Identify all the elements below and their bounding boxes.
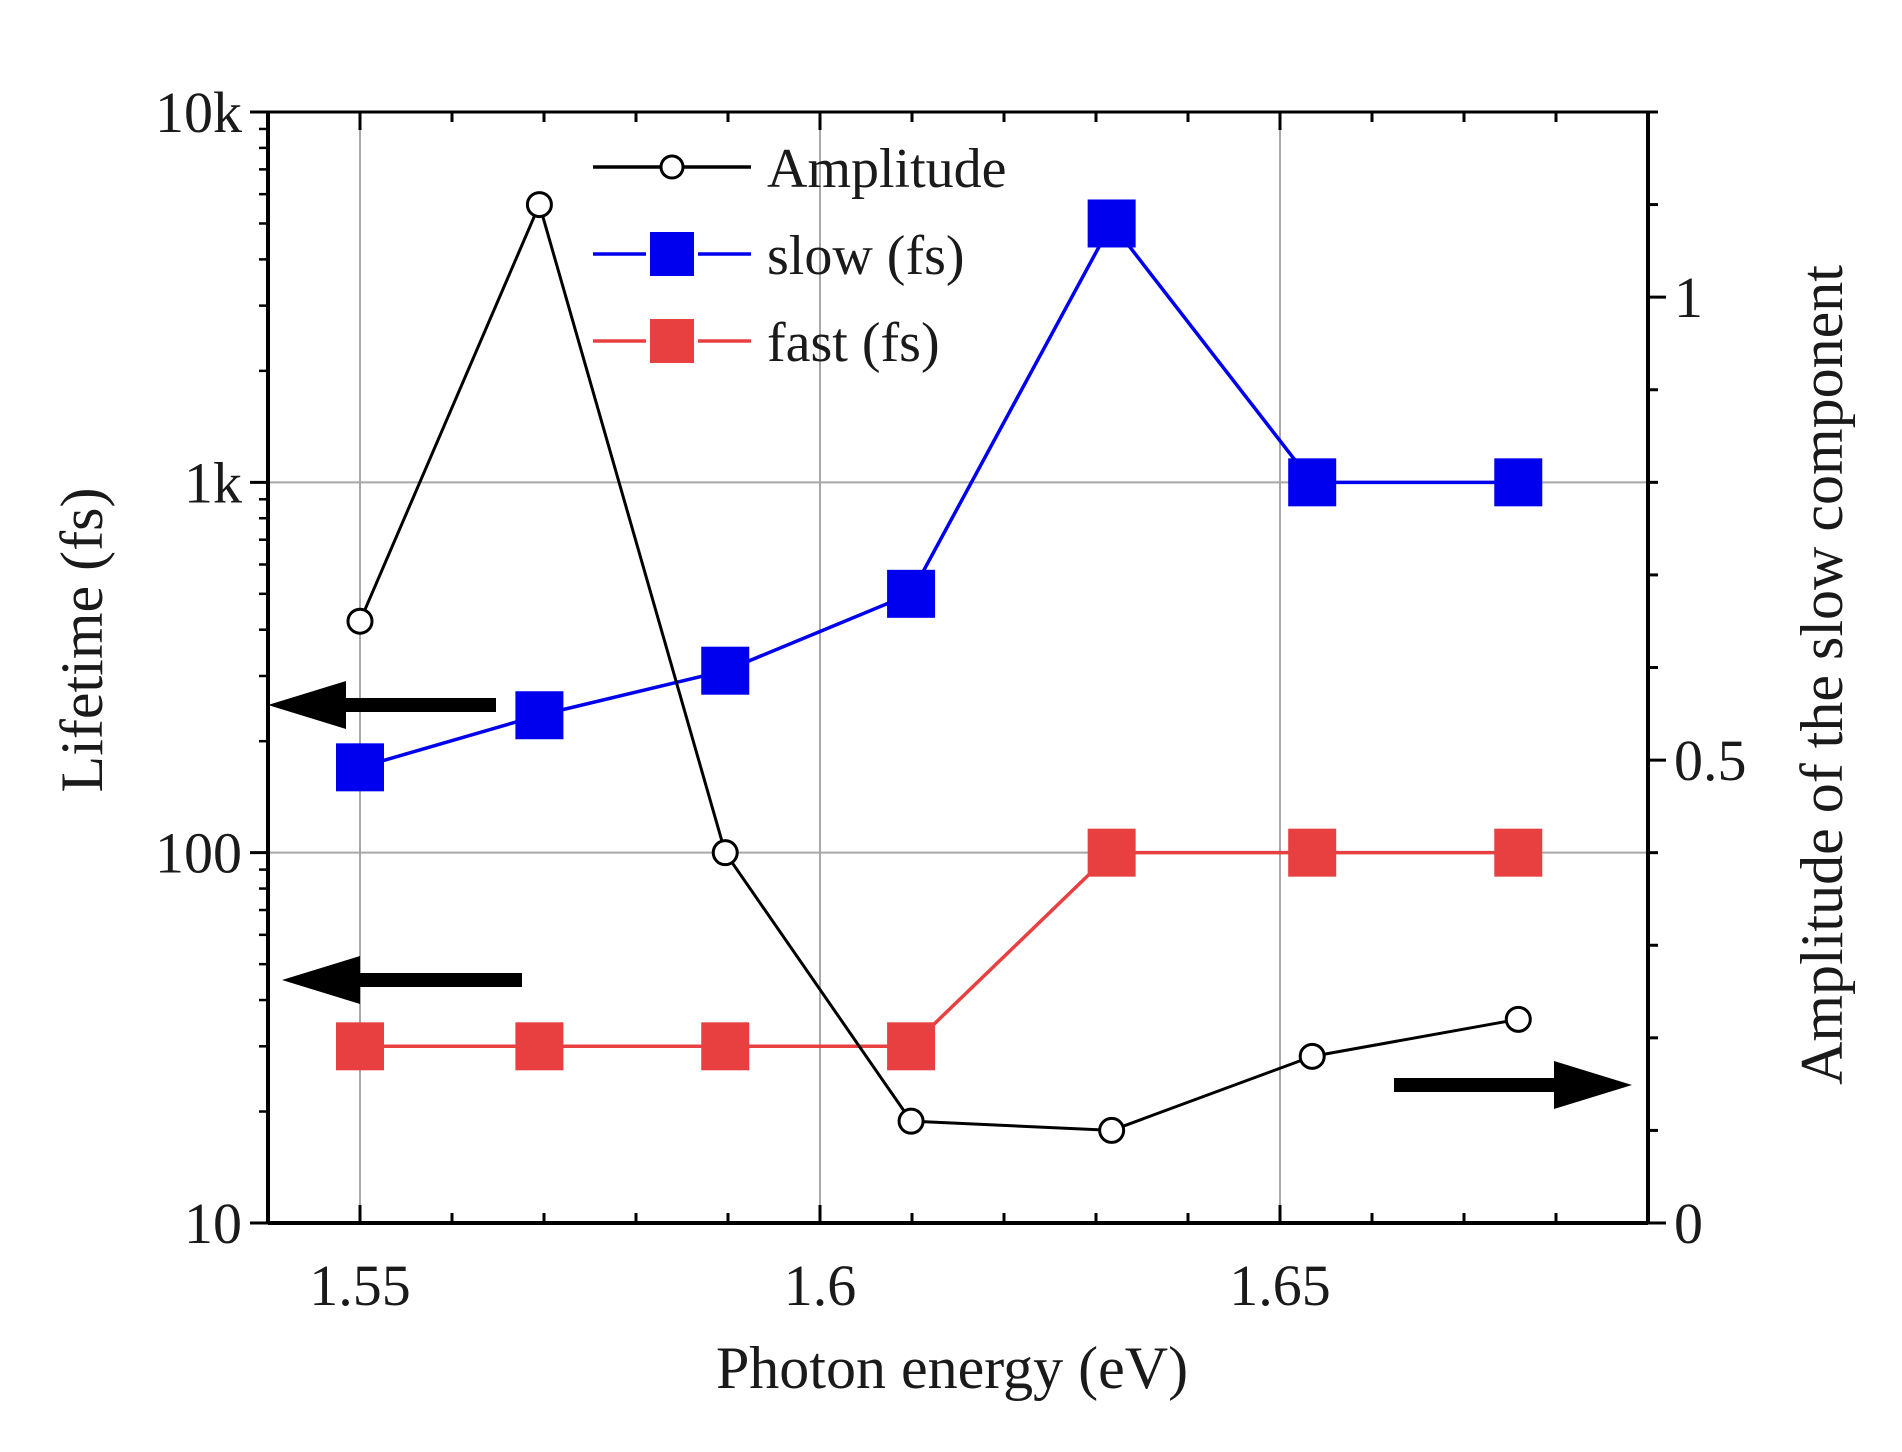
arrow-shaft — [344, 698, 496, 712]
legend-label: slow (fs) — [767, 225, 965, 287]
axes: 1.55 1.6 1.65 10 100 1k 10k 0 0.5 1 — [155, 80, 1747, 1318]
legend-marker — [659, 154, 685, 180]
data-point-fast-fs — [887, 1022, 936, 1071]
y-right-tick-label: 0 — [1674, 1191, 1703, 1256]
arrow-slow-to-left-axis — [268, 681, 496, 729]
arrow-shaft — [1394, 1078, 1556, 1092]
annotations — [268, 681, 1632, 1109]
data-point-slow-fs — [336, 743, 384, 792]
data-point-fast-fs — [515, 1022, 564, 1071]
data-point-slow-fs — [1087, 199, 1136, 248]
y-left-tick-label: 1k — [184, 450, 242, 515]
data-point-slow-fs — [515, 691, 564, 740]
x-tick-label: 1.6 — [784, 1253, 857, 1318]
x-axis-title: Photon energy (eV) — [716, 1335, 1188, 1401]
x-tick-label: 1.65 — [1229, 1253, 1331, 1318]
data-point-amplitude — [346, 607, 374, 635]
data-point-amplitude — [1298, 1042, 1326, 1070]
series-amplitude — [346, 191, 1532, 1144]
legend: Amplitude slow (fs) fast (fs) — [593, 138, 1007, 374]
legend-marker — [646, 228, 698, 280]
arrow-head — [282, 956, 360, 1004]
legend-item-fast-fs: fast (fs) — [593, 312, 940, 374]
data-point-slow-fs — [1494, 458, 1543, 507]
series-layer — [336, 191, 1543, 1144]
arrow-shaft — [358, 973, 522, 987]
data-point-slow-fs — [701, 646, 750, 695]
data-point-slow-fs — [1288, 458, 1337, 507]
data-point-amplitude — [1098, 1116, 1126, 1144]
right-axis-title: Amplitude of the slow component — [1789, 265, 1855, 1085]
data-point-fast-fs — [1494, 828, 1543, 877]
data-point-fast-fs — [1288, 828, 1337, 877]
legend-item-amplitude: Amplitude — [593, 138, 1007, 200]
y-left-tick-label: 100 — [155, 821, 242, 886]
legend-label: fast (fs) — [767, 312, 940, 374]
data-point-amplitude — [525, 191, 553, 219]
left-axis-title: Lifetime (fs) — [49, 488, 115, 793]
series-fast-fs — [336, 828, 1543, 1071]
data-point-fast-fs — [336, 1022, 384, 1071]
series-line-fast-fs — [360, 850, 1519, 1049]
data-point-amplitude — [897, 1107, 925, 1135]
y-left-tick-label: 10 — [184, 1191, 242, 1256]
arrow-amplitude-to-right-axis — [1394, 1061, 1632, 1109]
y-right-tick-label: 0.5 — [1674, 728, 1747, 793]
data-point-fast-fs — [1087, 828, 1136, 877]
arrow-head — [1554, 1061, 1632, 1109]
data-point-amplitude — [711, 839, 739, 867]
legend-marker — [646, 315, 698, 367]
y-left-tick-label: 10k — [155, 80, 242, 145]
x-tick-label: 1.55 — [309, 1253, 411, 1318]
data-point-amplitude — [1504, 1005, 1532, 1033]
legend-label: Amplitude — [767, 138, 1007, 200]
series-slow-fs — [336, 199, 1543, 792]
arrow-fast-to-left-axis — [282, 956, 522, 1004]
data-point-fast-fs — [701, 1022, 750, 1071]
data-point-slow-fs — [887, 569, 936, 618]
y-right-tick-label: 1 — [1674, 265, 1703, 330]
series-line-slow-fs — [359, 221, 1519, 770]
arrow-head — [268, 681, 346, 729]
legend-item-slow-fs: slow (fs) — [593, 225, 965, 287]
